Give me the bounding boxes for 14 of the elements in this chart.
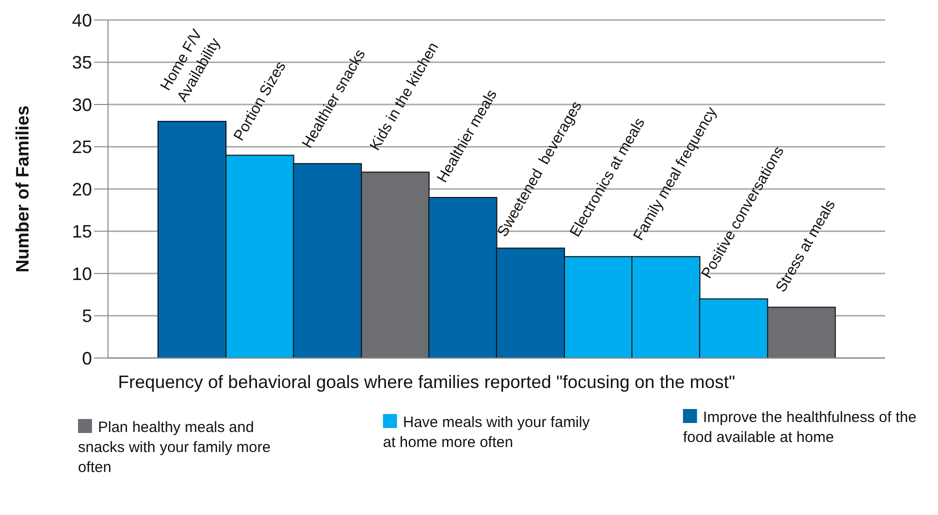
y-tick-label: 40 — [72, 10, 92, 30]
y-axis-title: Number of Families — [12, 105, 32, 273]
y-tick-label: 15 — [72, 222, 92, 242]
y-tick-label: 20 — [72, 179, 92, 200]
legend-label: Have meals with your family at home more often — [383, 413, 591, 453]
y-tick-label: 10 — [72, 264, 92, 284]
y-tick-label: 35 — [72, 52, 92, 73]
x-axis-title: Frequency of behavioral goals where families reported "focusing on the most" — [118, 371, 736, 394]
y-tick-label: 25 — [72, 137, 92, 158]
y-tick-label: 5 — [82, 306, 92, 326]
legend-label: Plan healthy meals and snacks with your family more often — [78, 418, 272, 478]
y-tick-label: 0 — [82, 348, 92, 368]
legend-label: Improve the healthfulness of the food available at home — [683, 408, 918, 448]
y-tick-label: 30 — [72, 94, 92, 115]
